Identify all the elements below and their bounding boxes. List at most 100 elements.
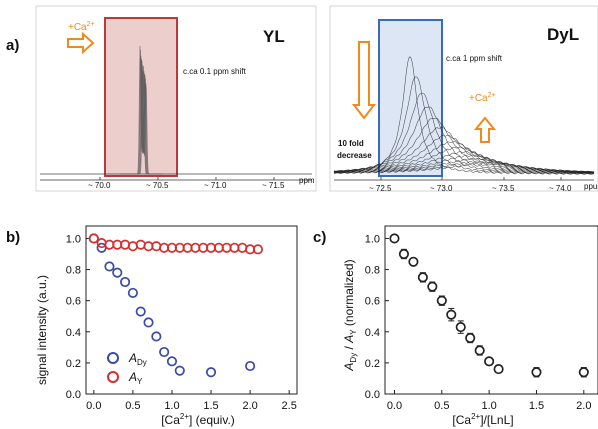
plot-b-point-a-dy bbox=[112, 267, 123, 278]
plot-c-xtick-label: 2.0 bbox=[576, 400, 591, 412]
dyl-tick-1: ~ 73.0 bbox=[430, 184, 453, 193]
yl-tick-2: ~ 71.0 bbox=[204, 181, 227, 190]
dyl-shift-note: c.ca 1 ppm shift bbox=[446, 54, 503, 63]
plot-c-ytick-label: 0.6 bbox=[365, 296, 380, 308]
plot-c-point-s0 bbox=[578, 367, 589, 378]
plot-c-ytick-label: 0.4 bbox=[365, 327, 380, 339]
dyl-tick-0: ~ 72.5 bbox=[369, 184, 392, 193]
yl-ca-annotation: +Ca2+ bbox=[68, 21, 95, 33]
plot-b-point-a-dy bbox=[166, 356, 178, 367]
plot-c-ytick-label: 0.2 bbox=[365, 358, 380, 370]
yl-spectrum-panel: ~ 70.0 ~ 70.5 ~ 71.0 ~ 71.5 ppm YL +Ca2+… bbox=[35, 5, 317, 192]
plot-b-point-a-y bbox=[127, 241, 138, 252]
plot-c-point-s0 bbox=[446, 309, 457, 320]
dyl-up-arrow-icon bbox=[473, 116, 497, 143]
plot-b-point-a-dy bbox=[159, 346, 170, 358]
yl-tick-1: ~ 70.5 bbox=[146, 181, 169, 190]
plot-c-point-s0 bbox=[408, 256, 419, 267]
plot-b-xlabel: [Ca2+] (equiv.) bbox=[161, 412, 235, 427]
plot-c-point-s0 bbox=[436, 295, 447, 306]
plot-c-point-s0 bbox=[531, 367, 542, 378]
plot-b-point-a-y bbox=[88, 233, 99, 244]
plot-c-xtick-label: 1.0 bbox=[481, 400, 496, 412]
dyl-x-unit: ppu bbox=[584, 182, 597, 191]
plot-b-point-a-dy bbox=[151, 331, 162, 342]
dyl-tick-2: ~ 73.5 bbox=[492, 184, 515, 193]
legend-y-marker bbox=[107, 371, 119, 383]
yl-shift-note: c.ca 0.1 ppm shift bbox=[183, 67, 246, 76]
yl-peak-stack bbox=[120, 45, 162, 175]
plot-b-xtick-label: 1.0 bbox=[164, 400, 179, 412]
yl-label: YL bbox=[263, 27, 285, 46]
yl-spectrum-trace bbox=[120, 70, 162, 175]
plot-b-ylabel: signal intensity (a.u.) bbox=[35, 275, 49, 385]
yl-tick-0: ~ 70.0 bbox=[88, 181, 111, 190]
panel-a-letter: a) bbox=[6, 37, 19, 54]
dyl-down-arrow-icon bbox=[351, 41, 377, 120]
plot-b-xtick-label: 2.0 bbox=[242, 400, 257, 412]
plot-b-point-a-y bbox=[252, 244, 263, 255]
plot-b-xtick-label: 0.0 bbox=[86, 400, 101, 412]
plot-b-legend: ADy AY bbox=[107, 351, 147, 386]
plot-c-xtick-label: 0.0 bbox=[387, 400, 402, 412]
plot-c-point-s0 bbox=[417, 272, 428, 283]
plot-b-point-a-dy bbox=[205, 367, 217, 378]
legend-dy-marker bbox=[107, 352, 119, 364]
legend-dy-label: ADy bbox=[128, 351, 147, 367]
dyl-ca-annotation: +Ca2+ bbox=[469, 92, 496, 104]
plot-b-xtick-label: 2.5 bbox=[282, 400, 297, 412]
plot-c-point-s0 bbox=[427, 281, 438, 292]
plot-c-xlabel: [Ca2+]/[LnL] bbox=[452, 412, 513, 427]
plot-b-point-a-dy bbox=[245, 360, 256, 372]
panel-c-letter: c) bbox=[313, 229, 326, 246]
panel-b-letter: b) bbox=[6, 229, 20, 246]
plot-b-ytick-label: 0.8 bbox=[66, 265, 81, 277]
plot-c-ylabel: ADy / AY (normalized) bbox=[342, 259, 358, 371]
yl-right-arrow-icon bbox=[67, 31, 95, 55]
plot-c-ytick-label: 0.8 bbox=[365, 265, 380, 277]
plot-c-point-s0 bbox=[484, 356, 495, 367]
plot-b-ytick-label: 1.0 bbox=[66, 233, 81, 245]
plot-b: 0.0 0.5 1.0 1.5 2.0 2.5 0.0 0.2 0.4 0.6 0.8 1.0 bbox=[66, 225, 298, 412]
plot-b-point-a-dy bbox=[174, 365, 185, 376]
plot-c-point-s0 bbox=[455, 322, 466, 333]
dyl-label: DyL bbox=[547, 25, 579, 44]
plot-c-point-s0 bbox=[474, 345, 485, 356]
plot-b-point-a-dy bbox=[143, 317, 154, 328]
plot-b-xtick-label: 0.5 bbox=[125, 400, 140, 412]
plot-b-ytick-label: 0.4 bbox=[66, 327, 81, 339]
plot-c-point-s0 bbox=[398, 248, 409, 260]
plot-c-frame bbox=[384, 225, 598, 395]
plot-b-point-a-dy bbox=[127, 287, 138, 298]
yl-x-unit: ppm bbox=[299, 176, 315, 185]
dyl-spectrum-panel: ~ 72.5 ~ 73.0 ~ 73.5 ~ 74.0 ppu DyL c.ca… bbox=[329, 5, 598, 193]
yl-x-ticks bbox=[99, 177, 275, 180]
plot-b-ytick-label: 0.0 bbox=[66, 389, 81, 401]
plot-b-point-a-dy bbox=[120, 276, 131, 288]
plot-c-xtick-label: 0.5 bbox=[434, 400, 449, 412]
plot-b-point-a-y bbox=[135, 239, 146, 250]
plot-b-xtick-label: 1.5 bbox=[203, 400, 218, 412]
yl-tick-3: ~ 71.5 bbox=[262, 181, 285, 190]
dyl-spectrum-trace bbox=[333, 162, 595, 174]
plot-b-point-a-dy bbox=[104, 261, 115, 272]
dyl-spectrum-trace bbox=[333, 141, 595, 174]
dyl-peak-stack bbox=[333, 56, 595, 175]
dyl-tick-3: ~ 74.0 bbox=[549, 184, 572, 193]
dyl-x-ticks bbox=[380, 177, 562, 180]
dyl-highlight-box bbox=[378, 19, 443, 177]
plot-c-point-s0 bbox=[389, 233, 400, 244]
plot-b-ytick-label: 0.2 bbox=[66, 358, 81, 370]
dyl-spectrum-trace bbox=[333, 56, 595, 175]
plot-c-point-s0 bbox=[493, 364, 504, 375]
plot-c-ytick-label: 0.0 bbox=[365, 389, 380, 401]
dyl-spectrum-trace bbox=[333, 76, 595, 175]
dyl-decrease-note-2: decrease bbox=[337, 151, 372, 160]
legend-y-label: AY bbox=[128, 370, 143, 386]
plot-b-frame bbox=[85, 225, 298, 395]
dyl-decrease-note-1: 10 fold bbox=[338, 139, 364, 148]
plot-c-xtick-label: 1.5 bbox=[529, 400, 544, 412]
plot-c-point-s0 bbox=[465, 332, 476, 344]
plot-c-ytick-label: 1.0 bbox=[365, 233, 380, 245]
